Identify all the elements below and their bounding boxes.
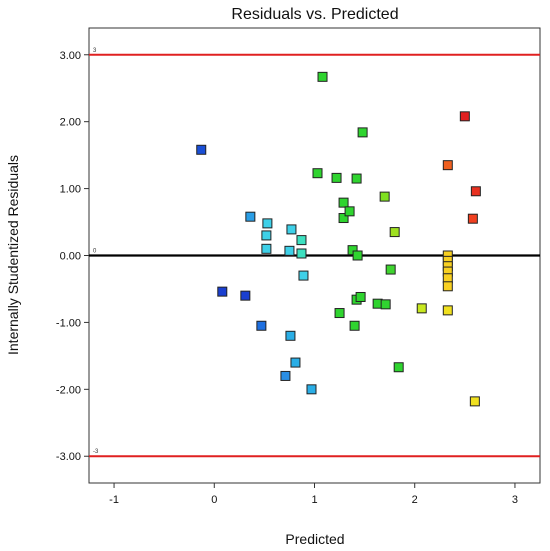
data-point-11 [284,245,295,256]
x-axis-label: Predicted [285,531,344,547]
data-point-17 [312,168,323,179]
x-axis: -1 0 1 2 3 [109,483,518,506]
data-point-14 [296,248,307,259]
data-point-25 [349,320,360,331]
data-point-48 [470,186,481,197]
reference-line-label-1: 0 [93,249,97,255]
data-point-23 [344,206,355,217]
y-axis: 3.00 2.00 1.00 0.00 -1.00 -2.00 -3.00 [56,50,89,463]
data-point-2 [240,290,251,301]
data-point-47 [467,213,478,224]
data-point-3 [245,211,256,222]
data-point-33 [380,299,391,310]
data-point-19 [331,172,342,183]
reference-line-label-0: 3 [93,48,97,54]
x-tick-label-4: 3 [512,494,518,506]
data-point-9 [285,330,296,341]
y-tick-label-5: -2.00 [56,384,81,396]
reference-line-label-2: -3 [93,449,99,455]
data-point-18 [317,71,328,82]
x-tick-label-1: 0 [211,494,217,506]
data-point-16 [306,384,317,395]
data-point-46 [459,111,470,122]
data-point-6 [262,218,273,229]
data-point-35 [389,227,400,238]
data-point-8 [280,370,291,381]
data-point-30 [357,127,368,138]
y-tick-label-0: 3.00 [60,50,81,62]
chart-title: Residuals vs. Predicted [231,6,398,23]
data-point-0 [196,144,207,155]
data-point-45 [442,305,453,316]
data-point-38 [442,160,453,171]
x-tick-label-3: 2 [412,494,418,506]
data-point-10 [286,224,297,235]
data-point-44 [442,281,453,292]
data-point-13 [296,235,307,246]
data-point-7 [261,243,272,254]
data-point-28 [352,250,363,261]
data-point-1 [217,286,228,297]
y-axis-label: Internally Studentized Residuals [5,155,21,355]
data-point-4 [256,320,267,331]
y-tick-label-4: -1.00 [56,317,81,329]
y-tick-label-1: 2.00 [60,117,81,129]
data-point-36 [393,362,404,373]
data-point-21 [338,197,349,208]
data-point-24 [347,245,358,256]
x-tick-label-0: -1 [109,494,119,506]
data-point-5 [261,230,272,241]
data-point-34 [385,264,396,275]
data-point-29 [355,291,366,302]
data-points [196,71,481,407]
x-tick-label-2: 1 [311,494,317,506]
data-point-12 [290,357,301,368]
data-point-49 [469,396,480,407]
data-point-20 [334,308,345,319]
y-tick-label-6: -3.00 [56,451,81,463]
reference-lines: 3 0 -3 [89,48,540,458]
y-tick-label-2: 1.00 [60,184,81,196]
data-point-37 [416,303,427,314]
data-point-15 [298,270,309,281]
data-point-32 [379,191,390,202]
data-point-22 [338,213,349,224]
data-point-26 [351,173,362,184]
y-tick-label-3: 0.00 [60,251,81,263]
